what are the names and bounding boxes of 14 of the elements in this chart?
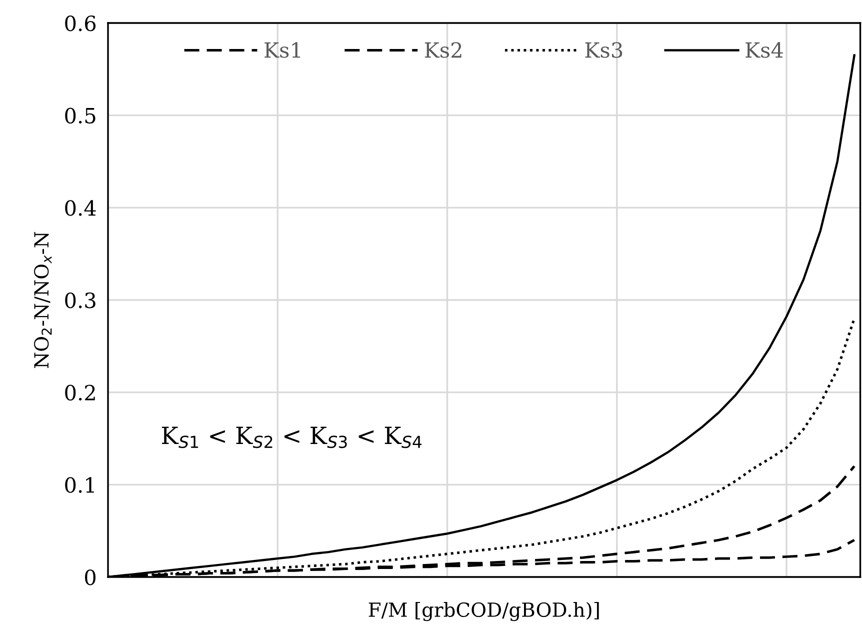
- y-tick-label: 0.1: [65, 477, 94, 493]
- annotation: K$_{S1}$ < K$_{S2}$ < K$_{S3}$ < K$_{S4}$: [162, 426, 422, 448]
- x-axis-title: F/M [grbCOD/gBOD.h)]: [368, 602, 599, 622]
- legend-label: Ks3: [585, 42, 622, 58]
- legend-label: Ks4: [746, 42, 783, 58]
- y-tick-label: 0: [85, 569, 96, 586]
- y-tick-label: 0.5: [65, 108, 96, 124]
- y-tick-label: 0.3: [65, 292, 96, 308]
- legend-label: Ks2: [424, 42, 462, 58]
- y-tick-label: 0.6: [65, 15, 96, 32]
- y-tick-label: 0.2: [65, 384, 95, 401]
- y-tick-label: 0.4: [65, 200, 96, 216]
- legend-label: Ks1: [264, 42, 300, 58]
- y-axis-title: NO$_{2}$-N/NO$_{x}$-N: [34, 232, 52, 368]
